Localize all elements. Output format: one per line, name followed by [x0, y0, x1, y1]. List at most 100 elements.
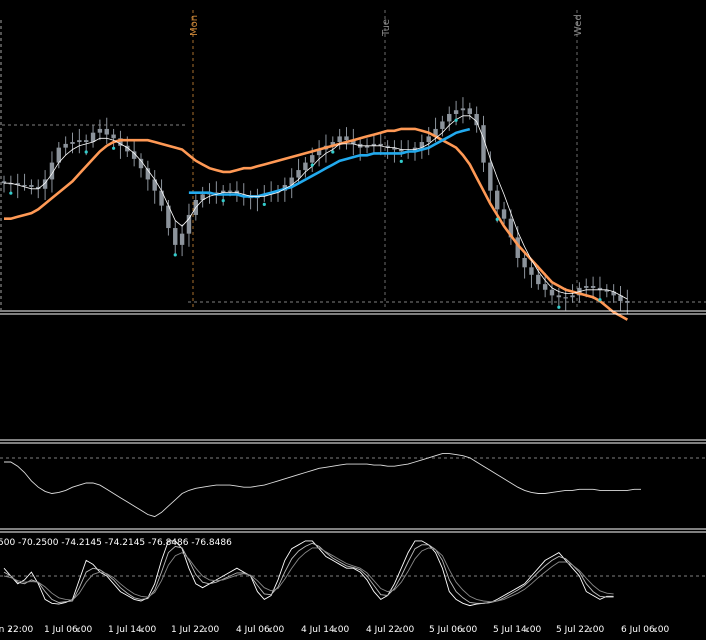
- panel-separators: [0, 310, 706, 533]
- candle-body: [152, 179, 157, 191]
- candle-body: [36, 186, 41, 189]
- candle-body: [296, 170, 301, 178]
- osc1-line: [4, 453, 641, 518]
- candle-body: [522, 257, 527, 268]
- candle-body: [549, 289, 555, 296]
- day-marker-wed: Wed: [573, 14, 584, 36]
- candle-body: [419, 142, 425, 148]
- candle-body: [597, 287, 603, 290]
- candle-body: [371, 143, 377, 146]
- candle-body: [330, 142, 335, 146]
- candle-body: [159, 190, 164, 206]
- candle-body: [625, 300, 630, 303]
- candle-body: [426, 136, 431, 143]
- candle-body: [474, 113, 479, 126]
- time-axis-label: 5 Jul 22:00: [556, 625, 605, 635]
- candle-body: [84, 140, 89, 143]
- candle-body: [378, 143, 383, 146]
- candle-body: [49, 162, 55, 180]
- candle-body: [173, 228, 178, 245]
- candle-body: [227, 190, 233, 192]
- candle-body: [337, 136, 342, 143]
- candle-body: [90, 132, 96, 143]
- signal-dot: [495, 217, 499, 221]
- candle-body: [570, 295, 575, 298]
- candle-body: [22, 185, 27, 187]
- candle-body: [467, 108, 472, 114]
- candle-body: [200, 194, 205, 200]
- candle-body: [56, 147, 61, 163]
- candle-body: [214, 192, 219, 194]
- time-axis-label: 4 Jul 06:00: [236, 625, 285, 635]
- candle-body: [179, 233, 185, 245]
- osc2-line-1: [3, 540, 614, 607]
- signal-dot: [262, 202, 266, 206]
- candle-body: [145, 168, 151, 180]
- signal-dot: [112, 146, 116, 150]
- signal-dot: [598, 298, 602, 302]
- candle-body: [8, 183, 14, 185]
- candle-body: [303, 162, 308, 171]
- candle-body: [453, 110, 459, 114]
- indicator-header-readout: 500 -70.2500 -74.2145 -74.2145 -76.8486 …: [0, 538, 232, 548]
- osc2-line-3: [3, 547, 614, 603]
- candle-body: [118, 138, 123, 146]
- day-marker-tue: Tue: [381, 19, 392, 37]
- candle-body: [166, 205, 171, 229]
- candle-body: [604, 289, 609, 292]
- candle-body: [433, 128, 438, 137]
- candle-body: [501, 209, 507, 219]
- candle-body: [289, 177, 294, 186]
- candle-body: [584, 286, 589, 288]
- candle-body: [447, 113, 452, 122]
- time-axis-label: 5 Jul 06:00: [429, 625, 478, 635]
- time-axis-label: 30 Jun 22:00: [0, 625, 33, 635]
- candle-body: [364, 145, 370, 148]
- signal-dot: [557, 305, 561, 309]
- signal-dot: [310, 163, 314, 167]
- ma-mid-line: [188, 127, 471, 198]
- signal-dot: [221, 199, 225, 203]
- signal-dot: [399, 159, 403, 163]
- candle-body: [399, 149, 404, 152]
- grid-layer: [0, 10, 706, 310]
- signal-dot: [331, 150, 335, 154]
- candle-body: [70, 142, 75, 144]
- day-marker-mon: Mon: [189, 15, 200, 36]
- candle-body: [536, 274, 541, 285]
- candle-body: [515, 237, 520, 258]
- candle-body: [508, 218, 514, 238]
- signal-dot: [9, 191, 13, 195]
- time-axis-label: 4 Jul 22:00: [366, 625, 415, 635]
- candle-body: [392, 147, 397, 150]
- candle-body: [111, 134, 116, 139]
- candle-body: [563, 297, 568, 299]
- candle-body: [495, 190, 500, 210]
- candle-body: [131, 151, 137, 159]
- ma-slow-line: [4, 127, 629, 321]
- candle-body: [125, 145, 130, 152]
- time-axis-label: 5 Jul 14:00: [493, 625, 542, 635]
- candle-body: [42, 179, 48, 189]
- time-axis-label: 4 Jul 14:00: [301, 625, 350, 635]
- time-axis-label: 1 Jul 14:00: [108, 625, 157, 635]
- signal-dot: [454, 118, 458, 122]
- price-panel: [1, 97, 630, 321]
- candle-body: [488, 162, 493, 191]
- candle-body: [104, 128, 109, 135]
- ma-fast-line: [4, 115, 628, 300]
- candle-body: [310, 155, 315, 163]
- candle-body: [344, 136, 349, 141]
- candle-body: [63, 143, 68, 148]
- candle-body: [15, 183, 20, 186]
- candle-body: [481, 125, 486, 163]
- candle-body: [221, 190, 226, 193]
- candle-body: [316, 149, 322, 156]
- oscillator-panel-1: [0, 453, 706, 518]
- time-axis-label: 1 Jul 22:00: [171, 625, 220, 635]
- candle-body: [1, 181, 7, 184]
- signal-dot: [173, 253, 177, 257]
- signal-dot: [84, 150, 88, 154]
- candle-body: [611, 291, 616, 296]
